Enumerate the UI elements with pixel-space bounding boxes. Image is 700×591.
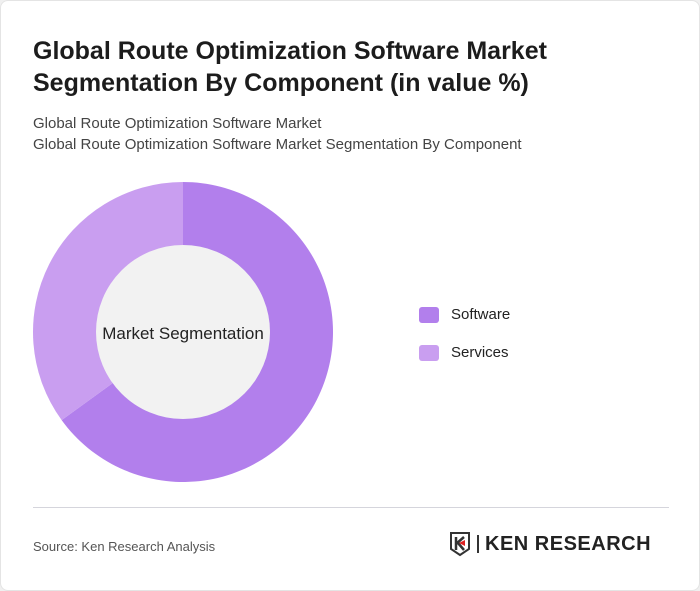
subtitle-market: Global Route Optimization Software Marke… bbox=[33, 115, 322, 132]
ken-research-logo: KEN RESEARCH bbox=[449, 531, 651, 557]
logo-text: KEN RESEARCH bbox=[477, 534, 651, 554]
source-note: Source: Ken Research Analysis bbox=[33, 539, 216, 554]
center-label: Market Segmentation bbox=[102, 324, 264, 343]
legend-swatch bbox=[419, 306, 439, 323]
subtitle-segmentation: Global Route Optimization Software Marke… bbox=[33, 136, 522, 153]
chart-title: Global Route Optimization Software Marke… bbox=[33, 37, 547, 97]
divider bbox=[33, 507, 669, 508]
legend-item-services: Services bbox=[419, 344, 509, 361]
donut-chart: Market Segmentation bbox=[33, 182, 334, 483]
legend-label: Services bbox=[451, 344, 509, 361]
legend-label: Software bbox=[451, 306, 511, 323]
ken-logo-icon bbox=[450, 532, 470, 557]
donut-hole bbox=[96, 245, 270, 419]
legend-swatch bbox=[419, 344, 439, 361]
legend-item-software: Software bbox=[419, 306, 510, 323]
